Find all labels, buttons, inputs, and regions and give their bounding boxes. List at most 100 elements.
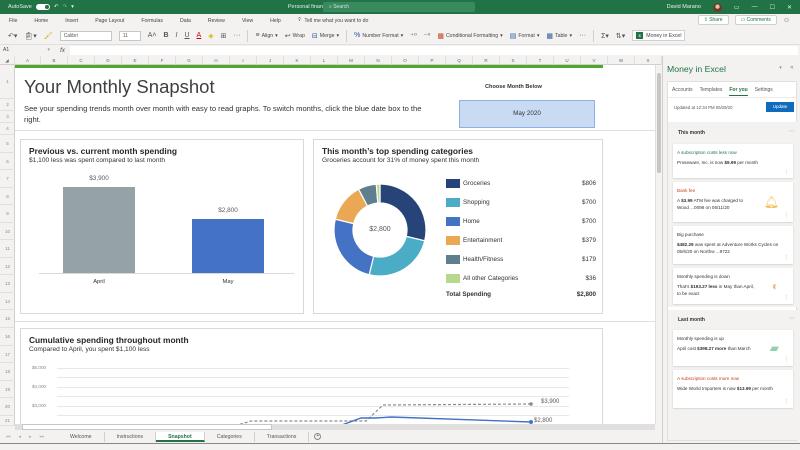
- column-header-o[interactable]: O: [392, 56, 419, 65]
- first-sheet-icon[interactable]: ⏮: [6, 433, 11, 440]
- close-icon[interactable]: ✕: [786, 4, 792, 11]
- more-options-icon[interactable]: ⋮: [784, 255, 789, 261]
- column-header-d[interactable]: D: [95, 56, 122, 65]
- borders-icon[interactable]: ⊞: [220, 32, 227, 40]
- customize-qat-icon[interactable]: ▾: [71, 4, 74, 10]
- pane-options-icon[interactable]: ▾: [779, 65, 782, 71]
- conditional-formatting-button[interactable]: ▦ Conditional Formatting ▾: [437, 32, 503, 40]
- paste-icon[interactable]: 📋︎▾: [24, 32, 37, 40]
- column-header-i[interactable]: I: [230, 56, 257, 65]
- horizontal-scroll-thumb[interactable]: [22, 424, 272, 430]
- column-header-s[interactable]: S: [500, 56, 527, 65]
- undo-icon[interactable]: ↶: [53, 4, 59, 10]
- column-header-c[interactable]: C: [68, 56, 95, 65]
- column-header-h[interactable]: H: [203, 56, 230, 65]
- column-header-x[interactable]: X: [635, 56, 662, 65]
- line-chart-plot[interactable]: [21, 329, 604, 424]
- column-header-f[interactable]: F: [149, 56, 176, 65]
- increase-font-icon[interactable]: A˄: [147, 32, 157, 39]
- bar-may[interactable]: [192, 219, 264, 273]
- row-header-8[interactable]: 8: [0, 188, 15, 205]
- column-header-r[interactable]: R: [473, 56, 500, 65]
- menu-formulas[interactable]: Formulas: [141, 17, 163, 24]
- bar-chart-card[interactable]: Previous vs. current month spending $1,1…: [20, 139, 304, 314]
- column-header-t[interactable]: T: [527, 56, 554, 65]
- avatar[interactable]: [712, 2, 722, 12]
- format-painter-icon[interactable]: 🖌︎: [43, 32, 53, 40]
- sheet-tab-snapshot[interactable]: Snapshot: [156, 431, 205, 442]
- pane-tab-templates[interactable]: Templates: [699, 86, 723, 93]
- row-header-15[interactable]: 15: [0, 310, 15, 328]
- comments-button[interactable]: ▭ Comments: [734, 15, 777, 25]
- row-header-14[interactable]: 14: [0, 293, 15, 310]
- row-header-12[interactable]: 12: [0, 258, 15, 275]
- column-header-l[interactable]: L: [311, 56, 338, 65]
- donut-chart[interactable]: $2,800: [332, 182, 428, 278]
- number-format-button[interactable]: % Number Format ▾: [354, 32, 404, 39]
- menu-view[interactable]: View: [241, 17, 254, 24]
- fx-icon[interactable]: fx: [60, 47, 65, 54]
- next-sheet-icon[interactable]: ▸: [29, 433, 32, 440]
- column-header-m[interactable]: M: [338, 56, 365, 65]
- insight-card[interactable]: A subscription costs more now Wide World …: [673, 370, 793, 408]
- decrease-decimal-icon[interactable]: ⁻⁰: [423, 32, 431, 40]
- row-header-13[interactable]: 13: [0, 275, 15, 293]
- undo-icon[interactable]: ↶▾: [8, 32, 18, 40]
- pane-tab-settings[interactable]: Settings: [754, 86, 773, 93]
- insight-card[interactable]: A subscription costs less now Proseware, …: [673, 144, 793, 178]
- sort-filter-icon[interactable]: ⇅▾: [615, 32, 626, 40]
- format-button[interactable]: ▤ Format ▾: [509, 32, 540, 40]
- last-sheet-icon[interactable]: ⏭: [39, 433, 45, 440]
- redo-icon[interactable]: ↷: [62, 4, 68, 10]
- merge-button[interactable]: ⊟ Merge ▾: [311, 32, 340, 40]
- align-button[interactable]: ≡ Align ▾: [255, 32, 278, 39]
- column-header-j[interactable]: J: [257, 56, 284, 65]
- row-header-16[interactable]: 16: [0, 328, 15, 346]
- row-header-4[interactable]: 4: [0, 123, 15, 135]
- row-header-6[interactable]: 6: [0, 153, 15, 170]
- vertical-scroll-thumb[interactable]: [657, 73, 661, 173]
- maximize-icon[interactable]: ☐: [769, 4, 775, 11]
- formula-input[interactable]: [70, 46, 798, 55]
- ribbon-display-icon[interactable]: ▭: [733, 4, 740, 11]
- more-options-icon[interactable]: ⋮: [784, 399, 789, 405]
- font-name-select[interactable]: Calibri: [59, 30, 112, 41]
- increase-decimal-icon[interactable]: ⁺⁰: [410, 32, 417, 40]
- insight-card[interactable]: Big purchase $482.29 was spent at Adventu…: [673, 226, 793, 264]
- more-options-icon[interactable]: ⋮: [784, 169, 789, 175]
- menu-help[interactable]: Help: [270, 17, 281, 24]
- donut-slice-all-other-categories[interactable]: [375, 183, 381, 204]
- column-header-e[interactable]: E: [122, 56, 149, 65]
- column-header-k[interactable]: K: [284, 56, 311, 65]
- more-options-icon[interactable]: ⋮: [784, 357, 789, 363]
- sheet-tab-transactions[interactable]: Transactions: [255, 431, 310, 442]
- more-options-icon[interactable]: ⋮: [784, 213, 789, 219]
- name-box[interactable]: A1 ▾: [0, 46, 55, 55]
- more-icon[interactable]: ···: [579, 32, 587, 39]
- autosave-toggle[interactable]: [35, 4, 50, 10]
- search-box[interactable]: ⌕ Search: [323, 2, 475, 12]
- add-sheet-icon[interactable]: +: [314, 433, 322, 440]
- select-all-corner[interactable]: ◢: [0, 56, 15, 65]
- row-header-19[interactable]: 19: [0, 381, 15, 398]
- row-header-18[interactable]: 18: [0, 363, 15, 381]
- pane-tab-for-you[interactable]: For you: [729, 87, 748, 96]
- more-options-icon[interactable]: ⋮: [784, 295, 789, 301]
- insight-card[interactable]: Bank fee A $3.99 ATM fee was charged to W…: [673, 182, 793, 222]
- column-header-q[interactable]: Q: [446, 56, 473, 65]
- menu-file[interactable]: File: [9, 17, 18, 24]
- menu-review[interactable]: Review: [207, 17, 225, 24]
- money-in-excel-button[interactable]: $ Money in Excel: [632, 30, 686, 41]
- line-chart-card[interactable]: Cumulative spending throughout month Com…: [20, 328, 603, 424]
- row-header-10[interactable]: 10: [0, 223, 15, 240]
- sheet-tab-welcome[interactable]: Welcome: [58, 431, 105, 442]
- sheet-tab-categories[interactable]: Categories: [205, 431, 255, 442]
- column-header-g[interactable]: G: [176, 56, 203, 65]
- donut-chart-card[interactable]: This month’s top spending categories Gro…: [313, 139, 603, 314]
- more-options-icon[interactable]: ⋮: [788, 315, 794, 321]
- row-header-1[interactable]: 1: [0, 65, 15, 99]
- column-header-b[interactable]: B: [41, 56, 68, 65]
- row-header-3[interactable]: 3: [0, 111, 15, 123]
- bold-icon[interactable]: B: [163, 32, 169, 39]
- column-header-a[interactable]: A: [15, 56, 41, 65]
